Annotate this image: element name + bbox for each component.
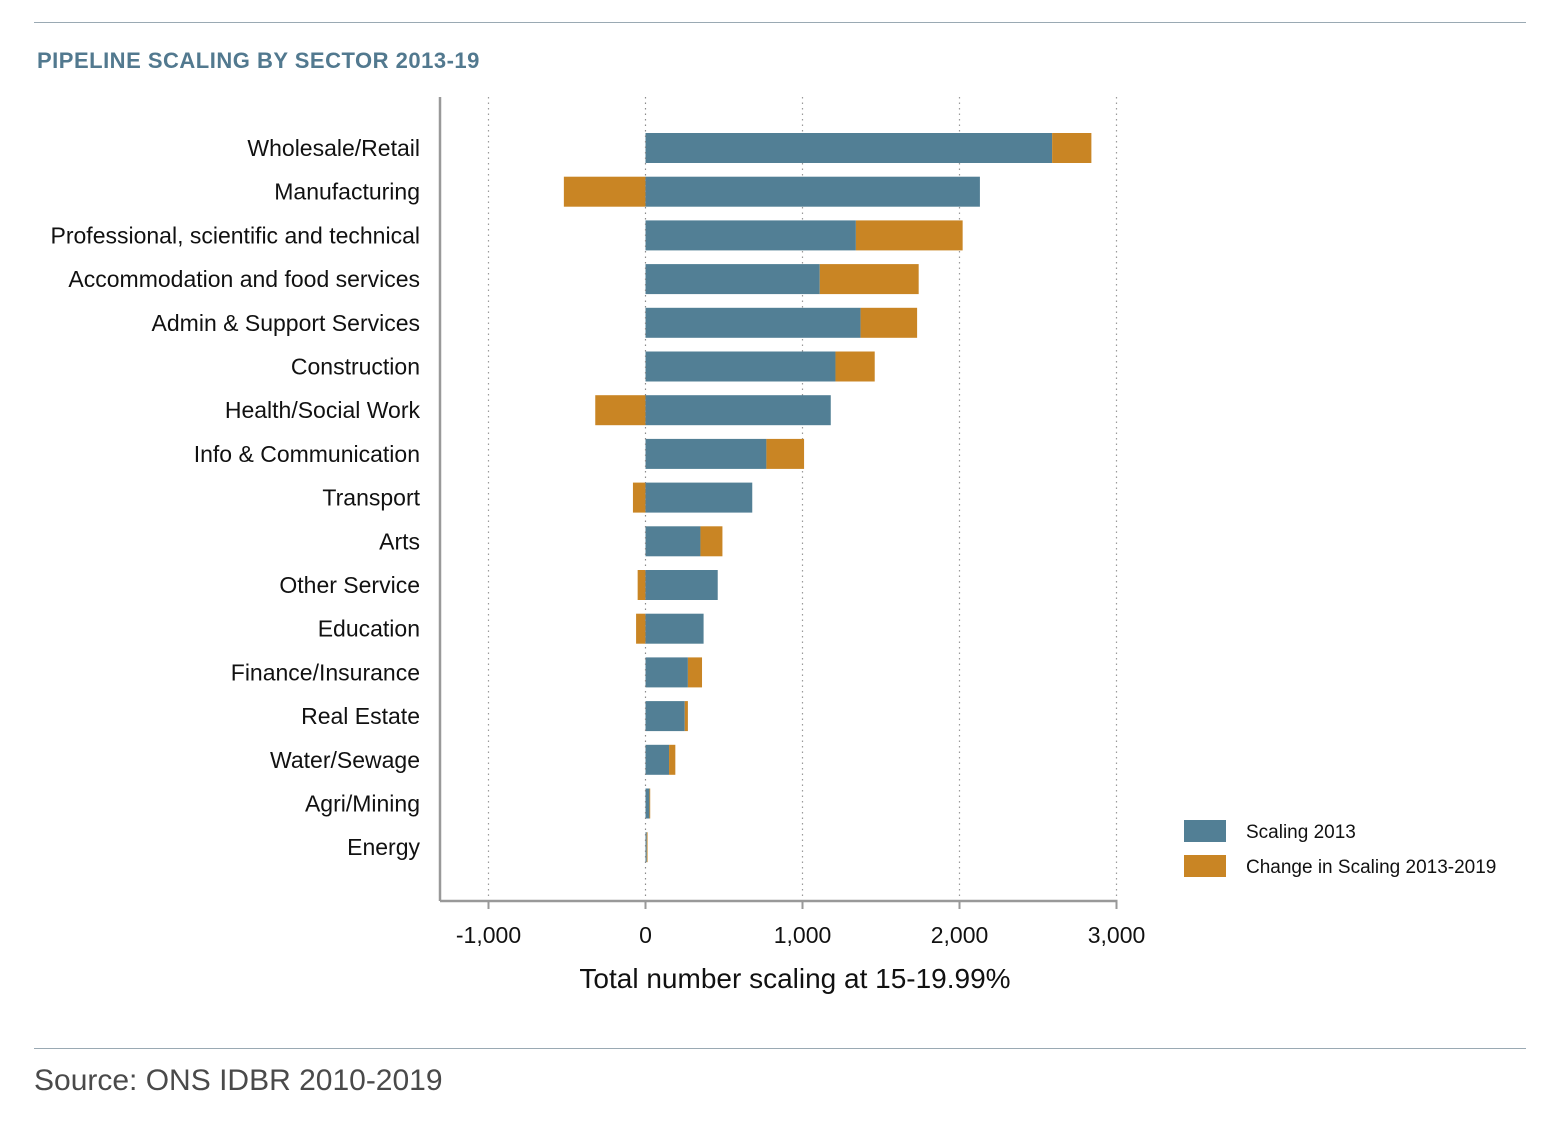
x-tick-label: 2,000: [931, 922, 989, 948]
bar-change-2013-2019: [700, 526, 723, 557]
bar-change-2013-2019: [563, 176, 646, 207]
bar-scaling-2013: [645, 264, 820, 295]
x-tick-label: 0: [639, 922, 652, 948]
bar-scaling-2013: [645, 482, 753, 513]
category-label: Arts: [379, 528, 420, 554]
bar-scaling-2013: [645, 351, 836, 382]
source-note: Source: ONS IDBR 2010-2019: [34, 1064, 443, 1097]
bar-change-2013-2019: [595, 395, 646, 426]
bar-scaling-2013: [645, 307, 861, 338]
category-label: Manufacturing: [274, 179, 420, 205]
category-label: Agri/Mining: [305, 791, 420, 817]
bar-scaling-2013: [645, 176, 980, 207]
bar-scaling-2013: [645, 133, 1053, 163]
legend: Scaling 2013 Change in Scaling 2013-2019: [1184, 820, 1496, 878]
legend-swatch: [1184, 855, 1226, 877]
category-label: Construction: [291, 354, 420, 380]
category-labels: Wholesale/Retail Manufacturing Professiona…: [51, 135, 421, 860]
bar-scaling-2013: [645, 220, 856, 251]
legend-swatch: [1184, 820, 1226, 842]
bar-scaling-2013: [645, 395, 831, 426]
category-label: Education: [318, 616, 420, 642]
bar-change-2013-2019: [1052, 133, 1092, 163]
bar-scaling-2013: [645, 438, 767, 469]
bar-change-2013-2019: [637, 570, 646, 600]
bar-scaling-2013: [645, 570, 718, 600]
x-tick-label: -1,000: [456, 922, 521, 948]
bar-change-2013-2019: [860, 307, 918, 338]
bar-change-2013-2019: [819, 264, 919, 295]
bar-scaling-2013: [645, 613, 704, 644]
bar-change-2013-2019: [766, 438, 805, 469]
bar-scaling-2013: [645, 832, 647, 863]
bar-scaling-2013: [645, 657, 688, 688]
bar-scaling-2013: [645, 526, 701, 557]
bar-change-2013-2019: [684, 701, 688, 732]
gridlines: [487, 97, 1118, 901]
bar-scaling-2013: [645, 744, 670, 775]
axes: [438, 97, 1118, 903]
category-label: Water/Sewage: [270, 747, 420, 773]
legend-label: Change in Scaling 2013-2019: [1246, 857, 1496, 878]
x-tick-label: 3,000: [1088, 922, 1146, 948]
category-label: Info & Communication: [194, 441, 420, 467]
bars: [563, 133, 1092, 863]
category-label: Energy: [347, 834, 420, 860]
category-label: Health/Social Work: [225, 397, 421, 423]
bar-change-2013-2019: [835, 351, 875, 382]
bar-change-2013-2019: [855, 220, 963, 251]
bar-scaling-2013: [645, 788, 650, 819]
bar-change-2013-2019: [669, 744, 676, 775]
x-tick-label: 1,000: [774, 922, 832, 948]
bar-change-2013-2019: [632, 482, 646, 513]
bar-change-2013-2019: [687, 657, 703, 688]
chart-title: PIPELINE SCALING BY SECTOR 2013-19: [37, 48, 480, 73]
legend-label: Scaling 2013: [1246, 822, 1356, 843]
category-label: Finance/Insurance: [231, 659, 420, 685]
category-label: Admin & Support Services: [152, 310, 420, 336]
bar-change-2013-2019: [636, 613, 646, 644]
x-axis-title: Total number scaling at 15-19.99%: [579, 963, 1010, 994]
x-ticks: -1,000 0 1,000 2,000 3,000: [456, 901, 1145, 948]
category-label: Other Service: [279, 572, 420, 598]
category-label: Wholesale/Retail: [247, 135, 420, 161]
bar-scaling-2013: [645, 701, 685, 732]
category-label: Professional, scientific and technical: [51, 222, 420, 248]
category-label: Transport: [322, 485, 420, 511]
category-label: Real Estate: [301, 703, 420, 729]
bar-change-2013-2019: [646, 832, 648, 863]
bar-change-2013-2019: [649, 788, 651, 819]
category-label: Accommodation and food services: [68, 266, 420, 292]
top-rule: [34, 22, 1526, 23]
bottom-rule: [34, 1048, 1526, 1049]
